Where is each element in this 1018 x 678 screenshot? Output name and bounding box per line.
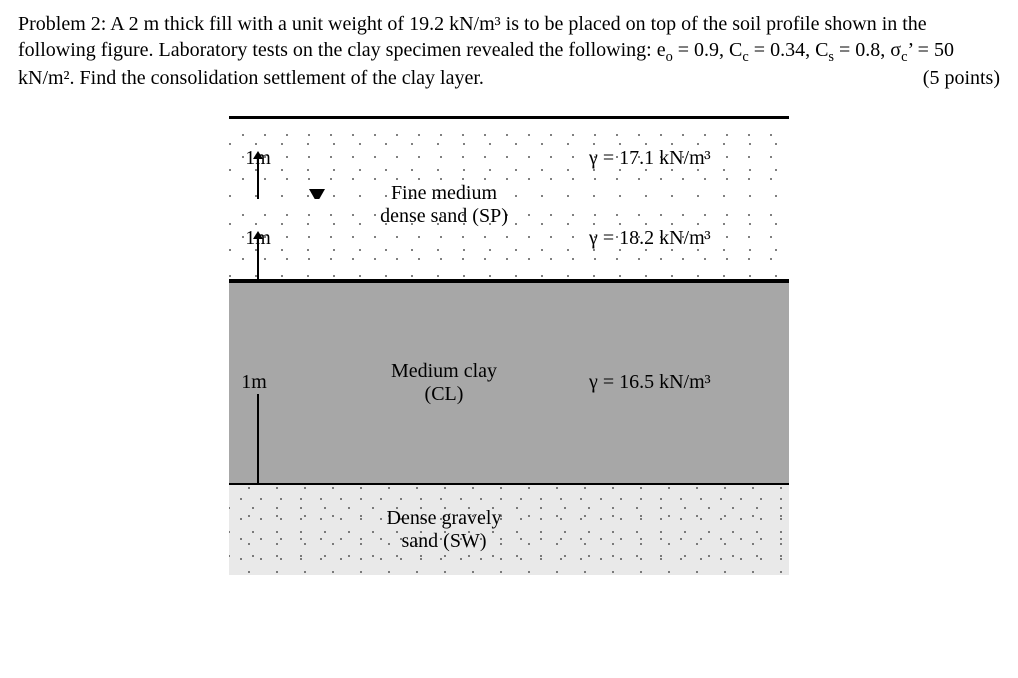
dim-sand-top: 1m — [243, 147, 273, 170]
sand-label-line1: Fine medium — [299, 182, 589, 205]
gamma-sand-bot: γ = 18.2 kN/m³ — [589, 227, 711, 249]
clay-label-line2: (CL) — [299, 383, 589, 406]
gamma-clay: γ = 16.5 kN/m³ — [589, 371, 711, 393]
layer-sand-lower: 1m Fine medium dense sand (SP) γ = 18.2 … — [229, 199, 789, 281]
layer-gravel: Dense gravely sand (SW) — [229, 485, 789, 575]
sub-o: o — [666, 49, 673, 65]
problem-prefix: Problem 2: — [18, 13, 110, 35]
layer-clay: 1m Medium clay (CL) γ = 16.5 kN/m³ — [229, 281, 789, 485]
gravel-label-line2: sand (SW) — [299, 530, 589, 553]
clay-label-line1: Medium clay — [299, 360, 589, 383]
problem-statement: Problem 2: A 2 m thick fill with a unit … — [18, 12, 1000, 92]
points-label: (5 points) — [923, 66, 1000, 92]
dim-clay: 1m — [239, 371, 269, 394]
sand-label-line2: dense sand (SP) — [299, 205, 589, 228]
gamma-sand-top: γ = 17.1 kN/m³ — [589, 147, 711, 169]
gravel-label-line1: Dense gravely — [299, 507, 589, 530]
soil-profile-figure: 1m γ = 17.1 kN/m³ ━─- 1m Fine medium den… — [229, 116, 789, 575]
dim-sand-bot: 1m — [243, 227, 273, 250]
